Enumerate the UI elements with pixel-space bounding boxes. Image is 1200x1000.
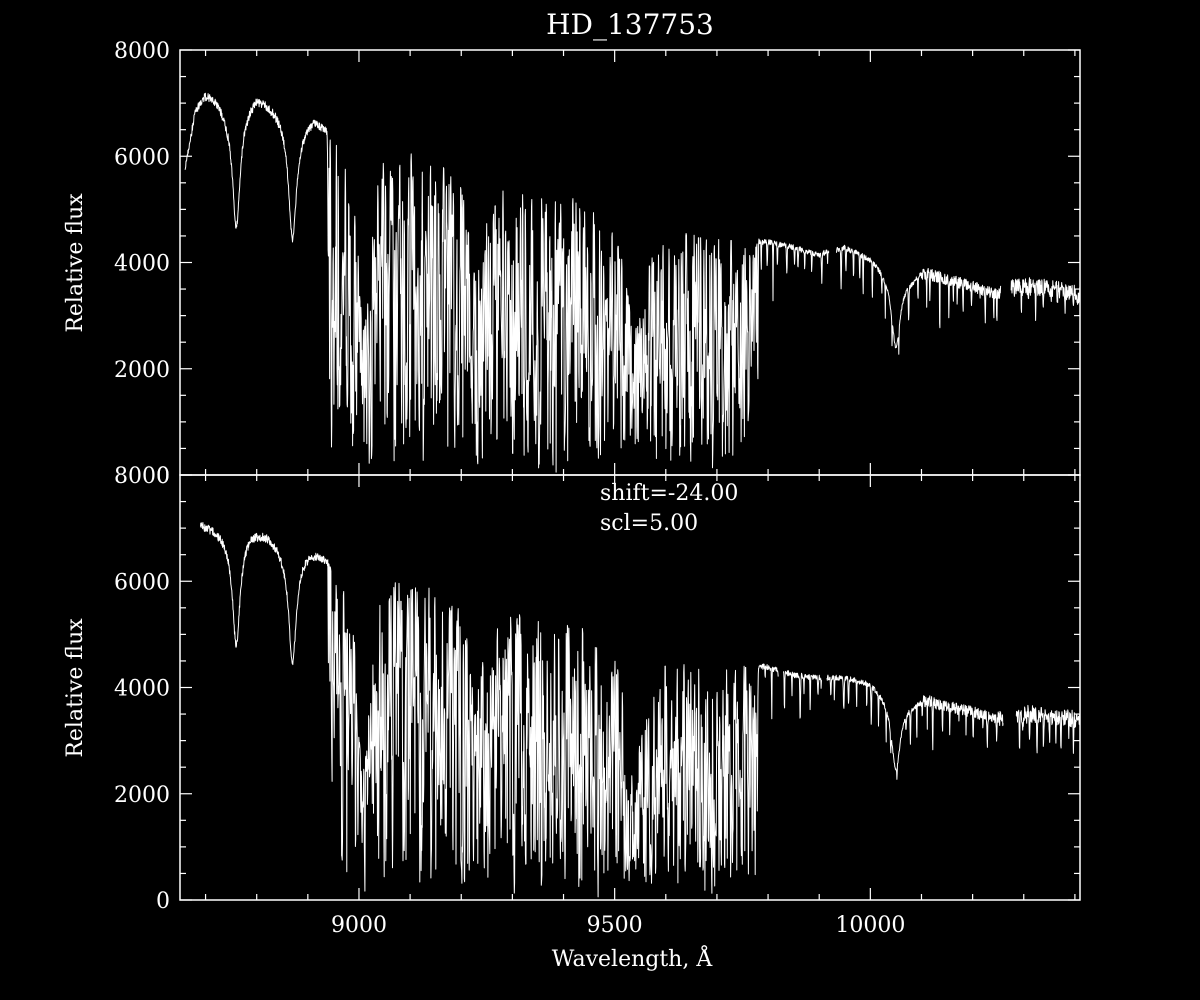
scale-annotation: scl=5.00 (600, 511, 698, 536)
panel-bottom-y-axis-title: Relative flux (63, 618, 88, 758)
panel-top-y-tick-label: 8000 (114, 39, 170, 64)
x-tick-label: 9500 (587, 913, 643, 938)
panel-bottom-y-tick-label: 0 (156, 889, 170, 914)
panel-top-ticks (180, 49, 1080, 476)
panel-bottom-y-tick-label: 2000 (114, 783, 170, 808)
x-axis-title: Wavelength, Å (552, 944, 714, 972)
panel-top-y-tick-label: 4000 (114, 252, 170, 277)
panel-top-y-tick-labels: 0 2000 4000 6000 8000 (114, 39, 170, 489)
panel-bottom-y-tick-label: 8000 (114, 464, 170, 489)
spectrum-series-bottom (200, 522, 1081, 898)
panel-top-y-tick-label: 2000 (114, 358, 170, 383)
x-tick-label: 9000 (331, 913, 387, 938)
panel-bottom-y-tick-label: 6000 (114, 570, 170, 595)
panel-top-y-tick-label: 6000 (114, 145, 170, 170)
panel-top-y-axis-title: Relative flux (63, 193, 88, 333)
panel-bottom: 0 2000 4000 6000 8000 Relative flux shift=-2… (63, 464, 1081, 914)
spectrum-series-top (184, 92, 1081, 473)
panel-top: 0 2000 4000 6000 8000 Relative flux (63, 39, 1081, 489)
panel-bottom-ticks (180, 474, 1080, 901)
x-tick-label: 10000 (835, 913, 905, 938)
plot-title: HD_137753 (546, 8, 714, 41)
panel-top-y-tick-label: 0 (156, 464, 170, 489)
panel-bottom-y-tick-label: 4000 (114, 677, 170, 702)
shift-annotation: shift=-24.00 (600, 481, 738, 506)
panel-bottom-y-tick-labels: 0 2000 4000 6000 8000 (114, 464, 170, 914)
x-tick-labels: 9000 9500 10000 (331, 913, 905, 938)
